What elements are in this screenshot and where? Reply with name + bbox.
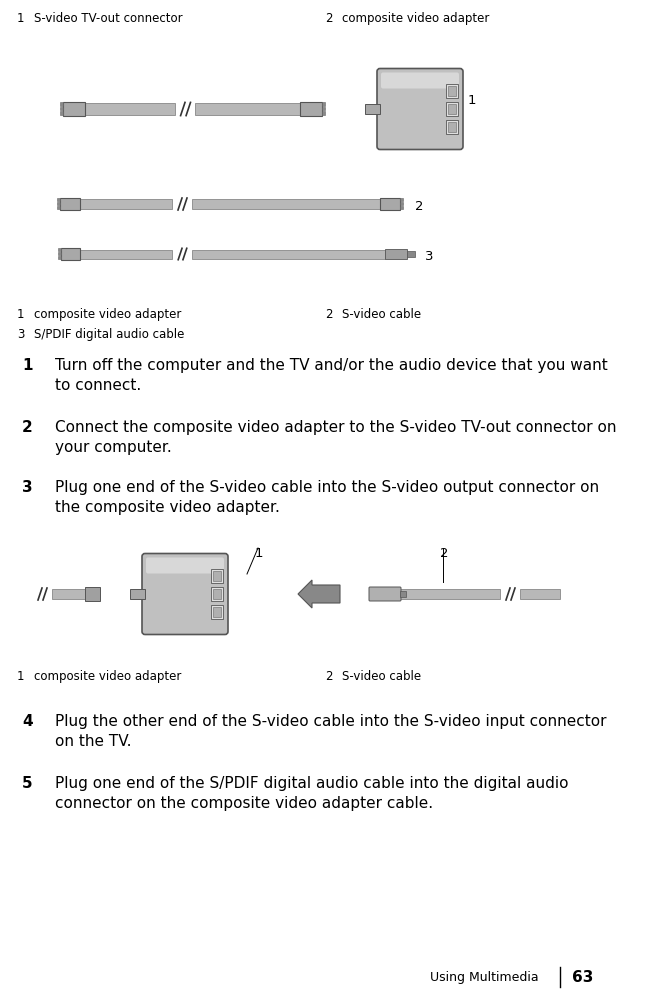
- Bar: [57, 203, 60, 206]
- Text: 3: 3: [17, 328, 25, 341]
- Text: 1: 1: [17, 669, 25, 682]
- Text: 2: 2: [415, 200, 424, 213]
- Text: 63: 63: [572, 970, 593, 985]
- Text: composite video adapter: composite video adapter: [34, 308, 181, 321]
- Text: 2: 2: [22, 419, 32, 434]
- Text: 3: 3: [425, 250, 434, 262]
- Text: S-video cable: S-video cable: [342, 669, 421, 682]
- Text: Plug one end of the S/PDIF digital audio cable into the digital audio: Plug one end of the S/PDIF digital audio…: [55, 775, 569, 790]
- Bar: [58, 253, 61, 256]
- Text: 2: 2: [325, 12, 332, 25]
- Text: 1: 1: [17, 308, 25, 321]
- Bar: [213, 572, 221, 582]
- Text: 1: 1: [468, 93, 476, 106]
- Bar: [60, 199, 80, 211]
- Text: 1: 1: [255, 547, 263, 560]
- Text: 5: 5: [22, 775, 32, 790]
- Bar: [322, 107, 325, 111]
- Bar: [85, 104, 175, 116]
- Bar: [211, 606, 223, 620]
- Bar: [400, 592, 406, 598]
- Bar: [57, 207, 60, 210]
- Bar: [192, 251, 385, 259]
- Text: Turn off the computer and the TV and/or the audio device that you want: Turn off the computer and the TV and/or …: [55, 358, 607, 373]
- Bar: [195, 104, 300, 116]
- Bar: [448, 123, 456, 132]
- Bar: [446, 103, 458, 117]
- Bar: [211, 570, 223, 584]
- FancyBboxPatch shape: [377, 69, 463, 150]
- Bar: [130, 590, 145, 600]
- Bar: [400, 207, 403, 210]
- Text: S/PDIF digital audio cable: S/PDIF digital audio cable: [34, 328, 184, 341]
- Text: Plug the other end of the S-video cable into the S-video input connector: Plug the other end of the S-video cable …: [55, 713, 607, 728]
- Text: composite video adapter: composite video adapter: [34, 669, 181, 682]
- FancyBboxPatch shape: [142, 554, 228, 635]
- Bar: [446, 85, 458, 99]
- Text: Plug one end of the S-video cable into the S-video output connector on: Plug one end of the S-video cable into t…: [55, 479, 599, 494]
- Bar: [322, 103, 325, 106]
- Bar: [407, 252, 415, 258]
- Text: 3: 3: [22, 479, 32, 494]
- Text: 1: 1: [17, 12, 25, 25]
- Bar: [322, 112, 325, 116]
- Bar: [60, 103, 63, 106]
- Bar: [63, 103, 85, 117]
- Bar: [446, 121, 458, 134]
- Bar: [80, 200, 172, 210]
- Text: 2: 2: [325, 669, 332, 682]
- Bar: [80, 251, 172, 259]
- Text: composite video adapter: composite video adapter: [342, 12, 489, 25]
- Bar: [520, 590, 560, 600]
- Bar: [60, 107, 63, 111]
- FancyBboxPatch shape: [381, 73, 459, 89]
- Bar: [448, 87, 456, 97]
- FancyArrow shape: [298, 581, 340, 609]
- Text: Using Multimedia: Using Multimedia: [430, 971, 539, 984]
- Text: 4: 4: [22, 713, 32, 728]
- Text: 2: 2: [440, 547, 448, 560]
- Text: 2: 2: [325, 308, 332, 321]
- Bar: [58, 249, 61, 252]
- Text: to connect.: to connect.: [55, 377, 141, 392]
- Text: your computer.: your computer.: [55, 439, 172, 454]
- Text: Connect the composite video adapter to the S-video TV-out connector on: Connect the composite video adapter to t…: [55, 419, 617, 434]
- Bar: [52, 590, 85, 600]
- Bar: [213, 608, 221, 618]
- Text: S-video cable: S-video cable: [342, 308, 421, 321]
- Bar: [300, 103, 322, 117]
- Bar: [192, 200, 380, 210]
- Text: S-video TV-out connector: S-video TV-out connector: [34, 12, 182, 25]
- Text: on the TV.: on the TV.: [55, 733, 132, 748]
- Bar: [61, 249, 80, 261]
- Bar: [211, 588, 223, 602]
- Text: the composite video adapter.: the composite video adapter.: [55, 499, 280, 515]
- Text: connector on the composite video adapter cable.: connector on the composite video adapter…: [55, 795, 433, 810]
- Bar: [400, 199, 403, 202]
- FancyBboxPatch shape: [369, 588, 401, 602]
- Bar: [85, 588, 100, 602]
- Bar: [385, 250, 407, 260]
- Bar: [380, 199, 400, 211]
- Bar: [400, 203, 403, 206]
- FancyBboxPatch shape: [146, 558, 224, 574]
- Text: 1: 1: [22, 358, 32, 373]
- Bar: [213, 590, 221, 600]
- Bar: [57, 199, 60, 202]
- Bar: [365, 105, 380, 115]
- Bar: [58, 257, 61, 260]
- Bar: [398, 590, 500, 600]
- Bar: [60, 112, 63, 116]
- Bar: [448, 105, 456, 115]
